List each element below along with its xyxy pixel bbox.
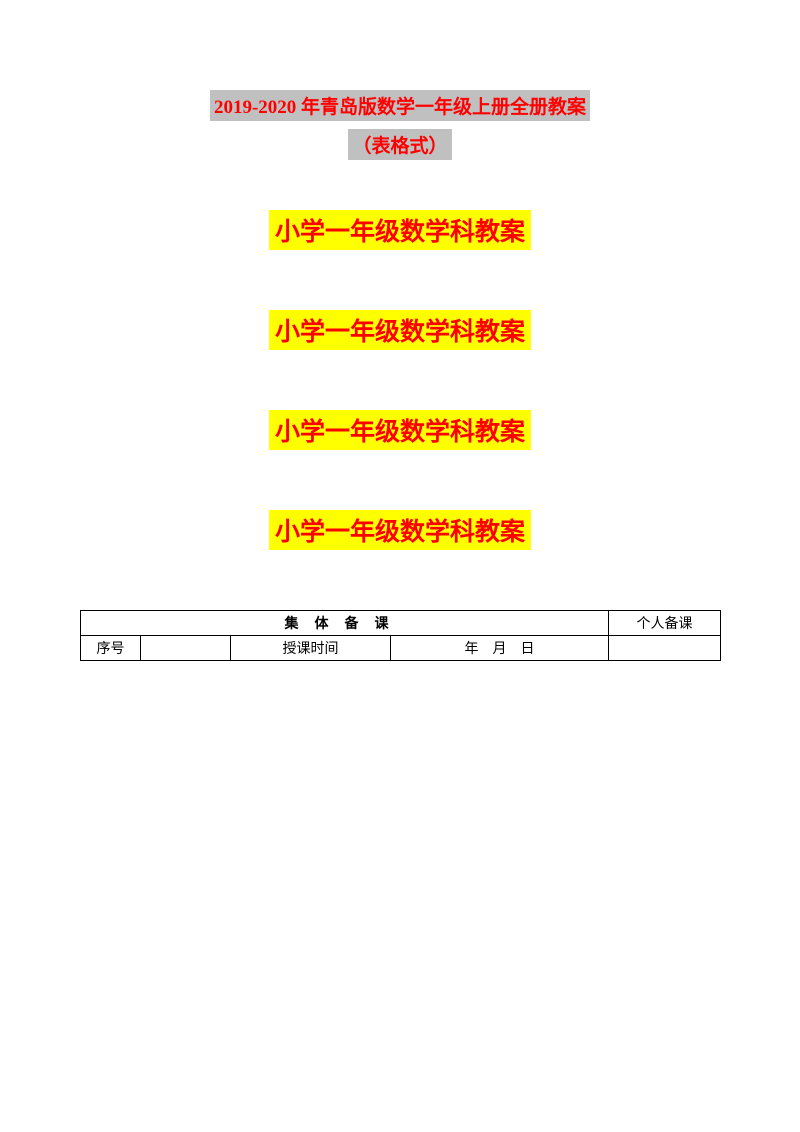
document-title-line1: 2019-2020 年青岛版数学一年级上册全册教案	[0, 90, 800, 121]
section-heading-text-1: 小学一年级数学科教案	[269, 210, 531, 250]
section-heading-4: 小学一年级数学科教案	[0, 510, 800, 550]
table-row: 集体备课 个人备课	[81, 611, 721, 636]
lesson-plan-table-wrapper: 集体备课 个人备课 序号 授课时间 年 月 日	[0, 610, 800, 661]
table-cell-personal	[609, 636, 721, 661]
table-header-side: 个人备课	[609, 611, 721, 636]
table-cell-time-value: 年 月 日	[391, 636, 609, 661]
section-heading-1: 小学一年级数学科教案	[0, 210, 800, 250]
table-cell-seq-label: 序号	[81, 636, 141, 661]
section-heading-text-3: 小学一年级数学科教案	[269, 410, 531, 450]
table-header-main: 集体备课	[81, 611, 609, 636]
table-row: 序号 授课时间 年 月 日	[81, 636, 721, 661]
section-heading-text-2: 小学一年级数学科教案	[269, 310, 531, 350]
table-cell-time-label: 授课时间	[231, 636, 391, 661]
section-heading-2: 小学一年级数学科教案	[0, 310, 800, 350]
section-heading-text-4: 小学一年级数学科教案	[269, 510, 531, 550]
table-cell-seq-value	[141, 636, 231, 661]
document-title-text2: （表格式）	[348, 129, 451, 160]
lesson-plan-table: 集体备课 个人备课 序号 授课时间 年 月 日	[80, 610, 721, 661]
document-title-text1: 2019-2020 年青岛版数学一年级上册全册教案	[210, 90, 590, 121]
document-title-line2: （表格式）	[0, 129, 800, 160]
section-heading-3: 小学一年级数学科教案	[0, 410, 800, 450]
